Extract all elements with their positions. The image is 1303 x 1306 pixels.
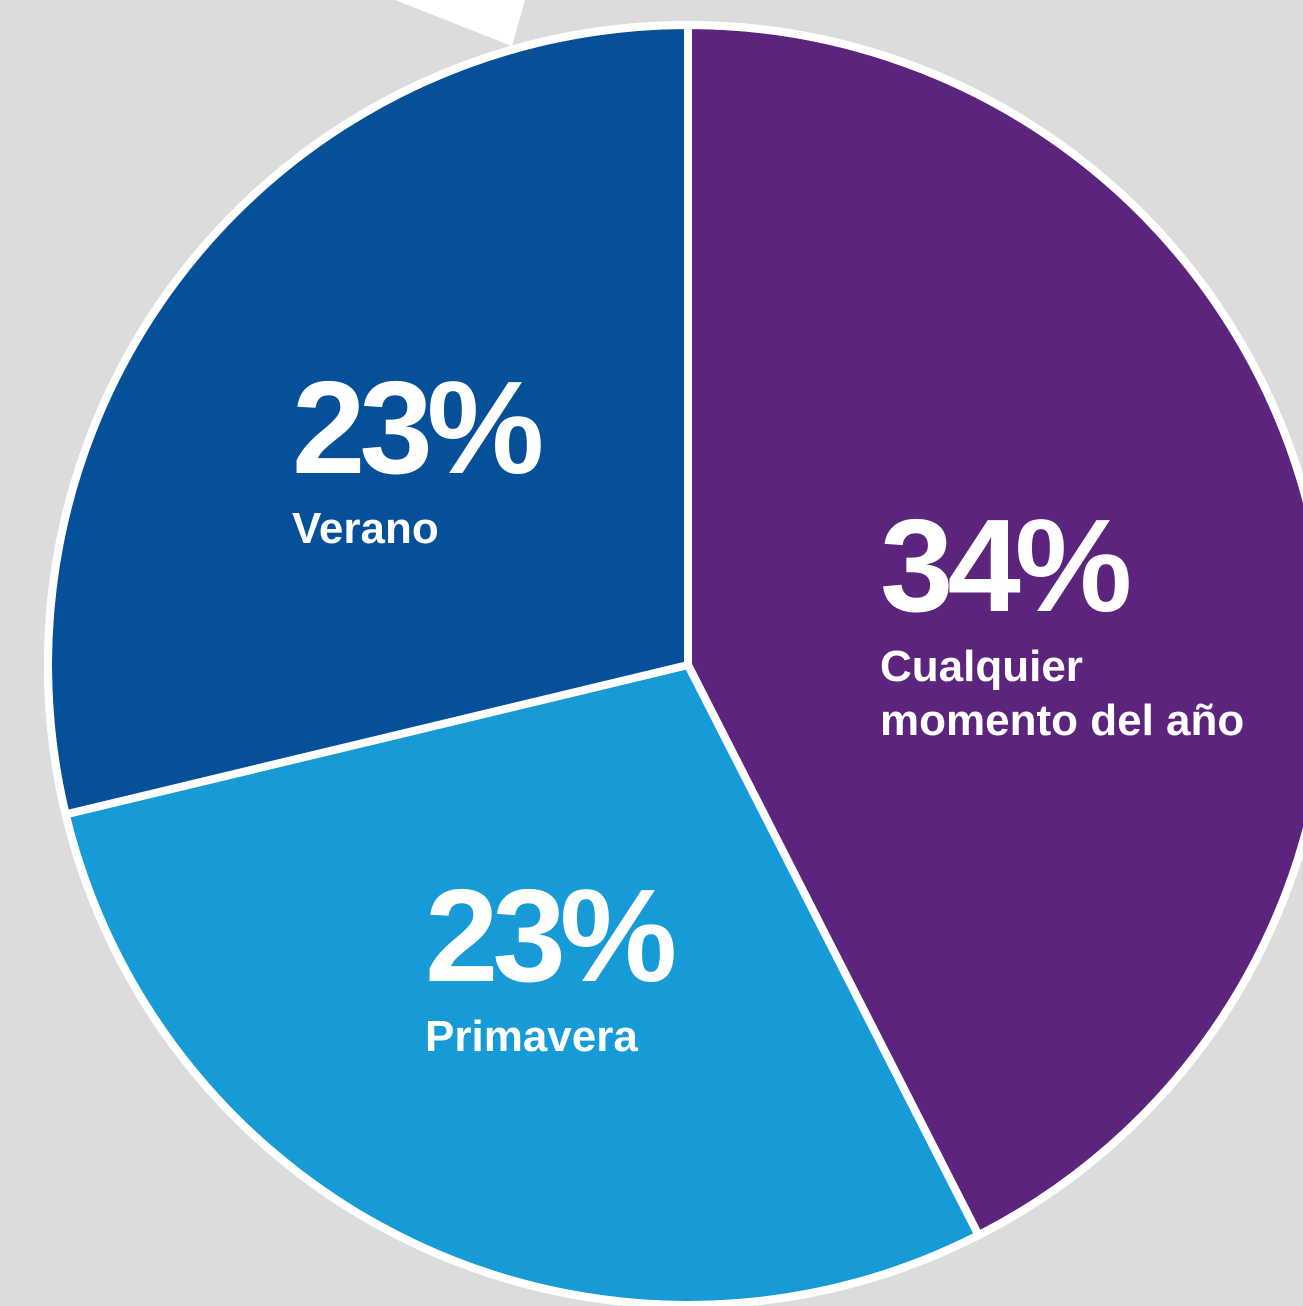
slice-label: 34% Cualquier momento del año (880, 500, 1260, 748)
value-label: 23% (292, 354, 544, 501)
value-label: 23% (425, 862, 677, 1009)
slice-label: 23% Primavera (425, 870, 765, 1064)
category-label: Verano (292, 504, 439, 553)
category-label: Primavera (425, 1012, 638, 1061)
category-label: Cualquier momento del año (880, 642, 1245, 745)
value-label: 34% (880, 492, 1132, 639)
slice-label: 23% Verano (292, 362, 592, 556)
pie-outline (44, 21, 1303, 1306)
callout-pointer (395, 0, 525, 46)
